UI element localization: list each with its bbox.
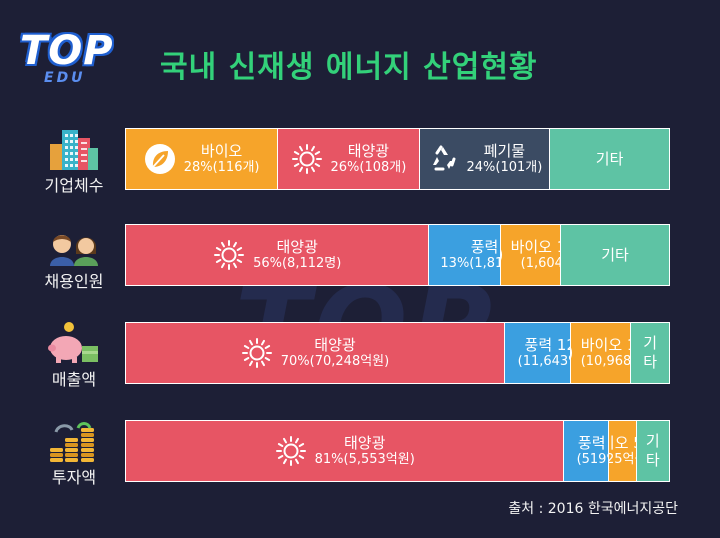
bar-segment: 기타 (635, 421, 670, 481)
segment-label: 태양광 26%(108개) (331, 142, 407, 177)
stacked-bar: 바이오 28%(116개) 태양광 26%(108개) 폐기물 24%(101개) 기타 (125, 128, 670, 190)
bar-segment: 기타 (630, 323, 669, 383)
segment-value: 56%(8,112명) (253, 256, 342, 272)
chart-row: 기업체수 바이오 28%(116개) 태양광 26%(108개) 폐기물 24%(101개)… (28, 126, 678, 198)
sun-icon (241, 337, 273, 369)
segment-name: 태양광 (276, 237, 318, 256)
bar-segment: 기타 (549, 129, 669, 189)
segment-name: 바이오 11% (510, 237, 560, 256)
segment-label: 기타 (645, 432, 660, 470)
segment-value: 24%(101개) (466, 160, 543, 176)
top-edu-logo: TOP EDU (20, 28, 128, 86)
logo-edu-text: EDU (44, 70, 86, 86)
segment-name: 바이오 (200, 141, 243, 160)
bar-segment: 바이오 5%(325억원) (607, 421, 636, 481)
segment-label: 풍력 12%(11,643억원) (518, 336, 570, 371)
segment-value: 81%(5,553억원) (314, 452, 415, 468)
segment-label: 태양광 81%(5,553억원) (315, 434, 415, 469)
segment-name: 풍력 8% (577, 433, 608, 452)
bar-segment: 바이오 11%(10,968억원) (569, 323, 631, 383)
sun-icon (275, 435, 307, 467)
segment-label: 태양광 70%(70,248억원) (281, 336, 389, 371)
piggy-bank-icon (48, 320, 100, 364)
segment-name: 태양광 (347, 141, 390, 160)
segment-name: 풍력 12% (524, 335, 570, 354)
people-icon (48, 222, 100, 266)
sun-icon (213, 239, 245, 271)
segment-name: 바이오 11% (580, 335, 630, 354)
segment-label: 바이오 11%(1,604명) (511, 238, 560, 273)
segment-name: 기타 (601, 245, 629, 264)
segment-value: (10,968억원) (580, 354, 631, 370)
leaf-icon (144, 143, 176, 175)
page-title: 국내 신재생 에너지 산업현황 (160, 50, 538, 85)
segment-label: 폐기물 24%(101개) (467, 142, 543, 177)
segment-name: 바이오 5% (609, 433, 636, 452)
bar-segment: 바이오 28%(116개) (126, 129, 278, 189)
bar-segment: 풍력 12%(11,643억원) (504, 323, 570, 383)
logo-top-text: TOP (20, 28, 114, 74)
buildings-icon (48, 126, 100, 170)
segment-value: 26%(108개) (330, 160, 407, 176)
leaf-icon (500, 239, 503, 271)
bar-segment: 풍력 8%(519억원) (563, 421, 608, 481)
bar-segment: 기타 (560, 225, 670, 285)
segment-name: 풍력 (470, 237, 499, 256)
segment-label: 기타 (596, 150, 624, 169)
segment-label: 태양광 56%(8,112명) (253, 238, 341, 273)
category-label: 매출액 (51, 370, 97, 389)
segment-value: (11,643억원) (517, 354, 570, 370)
category-label: 투자액 (51, 468, 97, 487)
wind-turbine-icon (564, 435, 568, 467)
segment-name: 기타 (643, 334, 657, 371)
segment-name: 태양광 (344, 433, 386, 452)
segment-value: (519억원) (576, 452, 608, 468)
category-label: 채용인원 (44, 272, 104, 291)
segment-label: 바이오 28%(116개) (184, 142, 260, 177)
segment-label: 바이오 11%(10,968억원) (581, 336, 630, 371)
bar-segment: 태양광 81%(5,553억원) (126, 421, 564, 481)
segment-name: 기타 (595, 149, 624, 168)
segment-value: 28%(116개) (183, 160, 260, 176)
leaf-icon (570, 337, 573, 369)
segment-value: 13%(1,813명) (440, 256, 499, 272)
segment-label: 바이오 5%(325억원) (609, 433, 636, 469)
segment-label: 기타 (601, 246, 629, 265)
wind-turbine-icon (429, 239, 432, 271)
segment-name: 태양광 (314, 335, 356, 354)
bar-segment: 태양광 56%(8,112명) (126, 225, 429, 285)
category-label: 기업체수 (44, 176, 104, 195)
wind-turbine-icon (505, 337, 510, 369)
source-note: 출처 : 2016 한국에너지공단 (508, 501, 678, 517)
bar-segment: 태양광 26%(108개) (277, 129, 419, 189)
bar-segment: 태양광 70%(70,248억원) (126, 323, 504, 383)
recycle-icon (427, 143, 459, 175)
bar-segment: 바이오 11%(1,604명) (499, 225, 561, 285)
segment-name: 폐기물 (483, 141, 526, 160)
segment-value: (1,604명) (520, 256, 560, 272)
segment-value: (325억원) (609, 452, 636, 468)
sun-icon (291, 143, 323, 175)
coins-icon (48, 418, 100, 462)
bar-segment: 폐기물 24%(101개) (418, 129, 550, 189)
segment-name: 기타 (645, 432, 660, 469)
segment-label: 기타 (643, 334, 658, 372)
segment-value: 70%(70,248억원) (280, 354, 390, 370)
segment-label: 풍력 8%(519억원) (577, 434, 608, 469)
